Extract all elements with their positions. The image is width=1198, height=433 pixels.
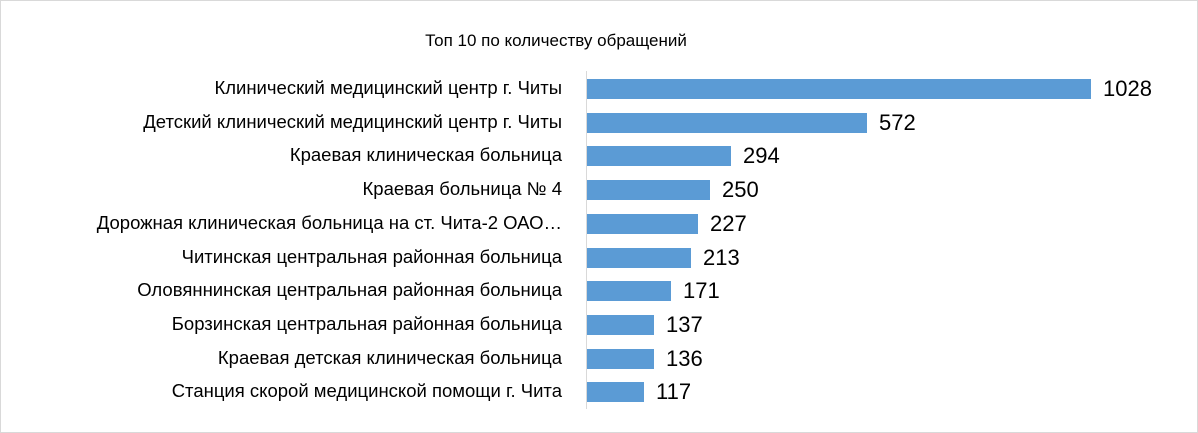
data-label: 117 bbox=[656, 379, 692, 405]
bar-row: Детский клинический медицинский центр г.… bbox=[1, 110, 1198, 135]
bar-row: Краевая больница № 4 250 bbox=[1, 177, 1198, 202]
data-label: 213 bbox=[703, 244, 740, 270]
data-label: 572 bbox=[879, 109, 916, 135]
bar bbox=[587, 79, 1091, 99]
data-label: 137 bbox=[666, 311, 703, 337]
chart-title: Топ 10 по количеству обращений bbox=[425, 31, 687, 50]
category-label: Краевая детская клиническая больница bbox=[217, 346, 562, 368]
category-label: Краевая клиническая больница bbox=[289, 144, 562, 166]
bar-row: Клинический медицинский центр г. Читы 102… bbox=[1, 76, 1198, 101]
bar bbox=[587, 314, 654, 335]
category-label: Клинический медицинский центр г. Читы bbox=[214, 77, 562, 98]
bar bbox=[587, 213, 698, 234]
bar-row: Дорожная клиническая больница на ст. Чит… bbox=[1, 211, 1198, 236]
bar-row: Оловяннинская центральная районная больн… bbox=[1, 278, 1198, 303]
bar bbox=[587, 146, 731, 167]
data-label: 136 bbox=[666, 345, 703, 371]
category-axis-line bbox=[586, 71, 587, 409]
bar bbox=[587, 180, 710, 201]
data-label: 171 bbox=[683, 278, 720, 304]
category-label: Борзинская центральная районная больница bbox=[171, 312, 562, 334]
category-label: Читинская центральная районная больница bbox=[181, 245, 562, 267]
bar-row: Читинская центральная районная больница 2… bbox=[1, 245, 1198, 270]
data-label: 250 bbox=[722, 177, 759, 203]
bar-row: Борзинская центральная районная больница… bbox=[1, 312, 1198, 337]
category-label: Краевая больница № 4 bbox=[362, 178, 562, 200]
bar bbox=[587, 112, 867, 133]
data-label: 1028 bbox=[1103, 76, 1152, 101]
data-label: 294 bbox=[743, 143, 780, 169]
bar bbox=[587, 247, 691, 268]
bar-row: Краевая клиническая больница 294 bbox=[1, 143, 1198, 168]
category-label: Дорожная клиническая больница на ст. Чит… bbox=[96, 211, 562, 233]
bar bbox=[587, 348, 654, 369]
bar bbox=[587, 281, 671, 302]
category-label: Детский клинический медицинский центр г.… bbox=[143, 110, 562, 132]
category-label: Оловяннинская центральная районная больн… bbox=[137, 279, 562, 301]
bar-row: Станция скорой медицинской помощи г. Чит… bbox=[1, 379, 1198, 404]
bar-row: Краевая детская клиническая больница 136 bbox=[1, 346, 1198, 371]
category-label: Станция скорой медицинской помощи г. Чит… bbox=[171, 380, 562, 402]
data-label: 227 bbox=[710, 210, 747, 236]
bar bbox=[587, 382, 644, 403]
